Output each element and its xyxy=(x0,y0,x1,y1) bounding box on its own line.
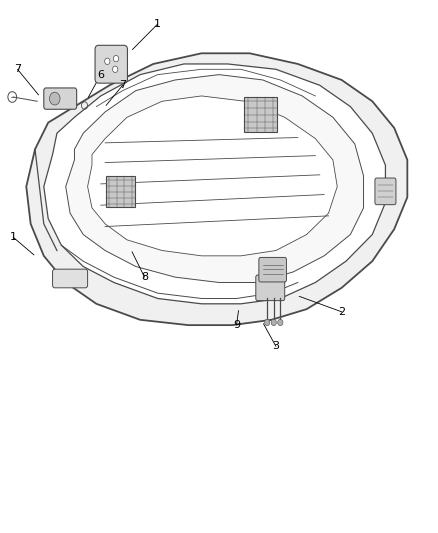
FancyBboxPatch shape xyxy=(375,178,396,205)
Text: 9: 9 xyxy=(233,320,240,330)
Circle shape xyxy=(113,55,119,62)
Circle shape xyxy=(105,58,110,64)
Polygon shape xyxy=(66,75,364,282)
Text: 2: 2 xyxy=(338,307,345,317)
FancyBboxPatch shape xyxy=(259,257,286,282)
Text: 1: 1 xyxy=(154,19,161,29)
Text: 1: 1 xyxy=(10,232,17,242)
Bar xyxy=(106,176,135,207)
FancyBboxPatch shape xyxy=(44,88,77,109)
Text: 7: 7 xyxy=(14,64,21,74)
Text: 6: 6 xyxy=(97,70,104,79)
Polygon shape xyxy=(88,96,337,256)
Text: 3: 3 xyxy=(272,342,279,351)
Bar xyxy=(244,97,277,132)
FancyBboxPatch shape xyxy=(95,45,127,83)
Text: 7: 7 xyxy=(119,80,126,90)
Circle shape xyxy=(265,319,270,326)
Text: 8: 8 xyxy=(141,272,148,282)
FancyBboxPatch shape xyxy=(53,269,88,288)
Circle shape xyxy=(271,319,276,326)
Circle shape xyxy=(49,92,60,105)
Circle shape xyxy=(278,319,283,326)
Polygon shape xyxy=(26,53,407,325)
Polygon shape xyxy=(44,64,385,304)
Circle shape xyxy=(113,66,118,72)
FancyBboxPatch shape xyxy=(256,275,285,301)
